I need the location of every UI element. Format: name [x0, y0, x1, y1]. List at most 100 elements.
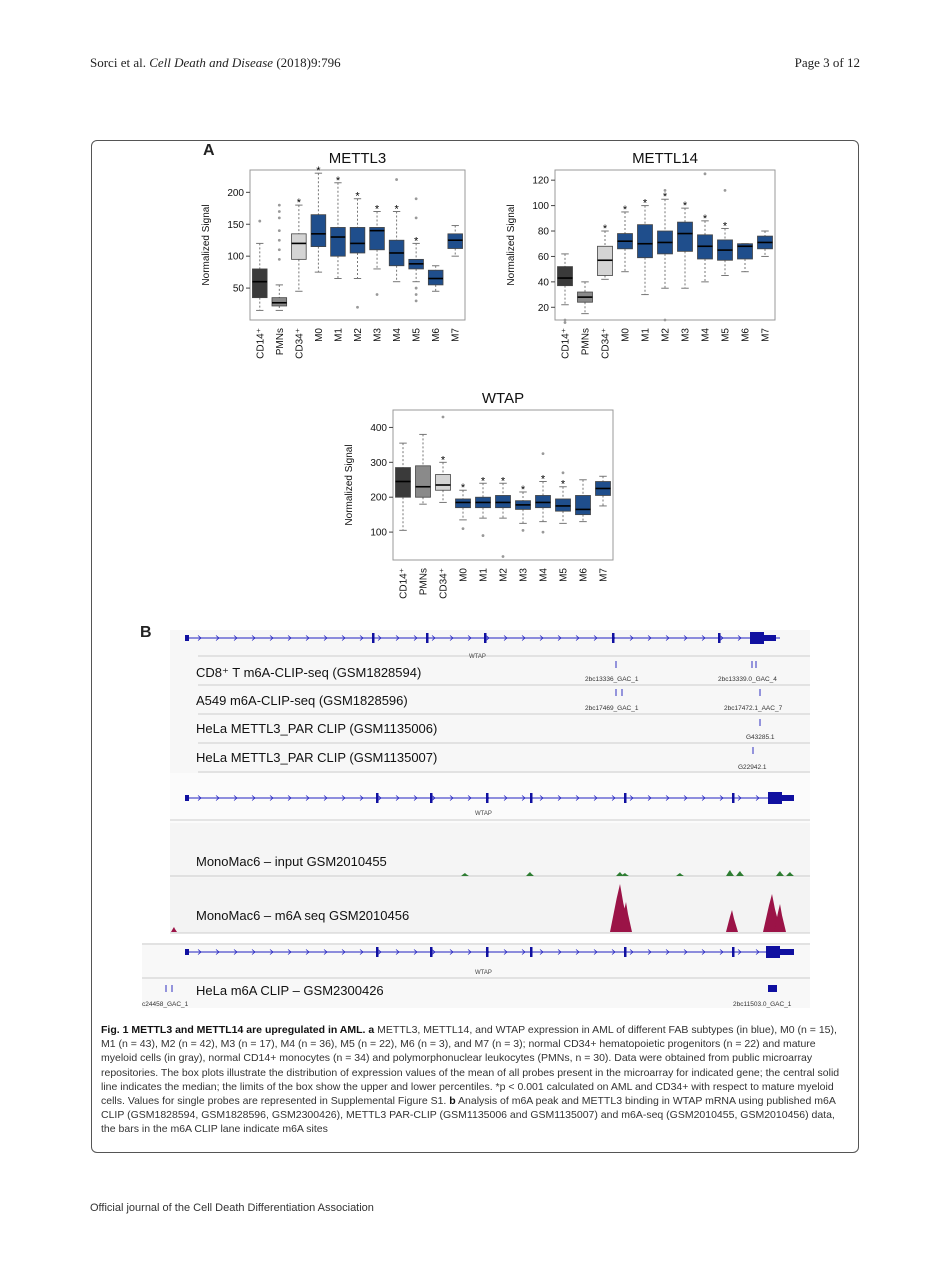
x-tick-label: M0 [621, 328, 632, 342]
strand-arrow [215, 949, 220, 955]
strand-arrow [323, 949, 328, 955]
exon [376, 793, 379, 803]
outlier-point [277, 257, 281, 261]
y-axis-label: Normalized Signal [201, 204, 212, 285]
box-body [330, 227, 346, 257]
strand-arrow [719, 795, 724, 801]
strand-arrow [701, 635, 706, 641]
y-tick-label: 80 [538, 227, 550, 238]
y-tick-label: 200 [370, 493, 387, 504]
exon [530, 793, 533, 803]
x-tick-label: M1 [333, 328, 344, 342]
chart-title: METTL14 [632, 150, 698, 167]
significance-star: * [297, 197, 302, 209]
significance-star: * [461, 482, 466, 494]
significance-star: * [703, 213, 708, 225]
running-header-left: Sorci et al. Cell Death and Disease (201… [90, 55, 341, 71]
utr-exon [782, 795, 794, 801]
box-M3: * [515, 484, 531, 532]
box-body [535, 495, 551, 509]
strand-arrow [449, 795, 454, 801]
y-tick-label: 100 [370, 528, 387, 539]
x-tick-label: CD34⁺ [294, 328, 305, 359]
x-tick-label: M5 [721, 328, 732, 342]
outlier-point [541, 452, 545, 456]
box-body [310, 214, 327, 247]
x-tick-label: M5 [559, 568, 570, 582]
strand-arrow [413, 795, 418, 801]
strand-arrow [557, 795, 562, 801]
strand-arrow [521, 949, 526, 955]
y-axis-label: Normalized Signal [344, 444, 355, 525]
box-M7 [447, 225, 463, 257]
exon [185, 795, 189, 801]
significance-star: * [316, 165, 321, 177]
strand-arrow [701, 795, 706, 801]
x-tick-label: M1 [641, 328, 652, 342]
outlier-point [277, 216, 281, 220]
strand-arrow [251, 635, 256, 641]
strand-arrow [269, 795, 274, 801]
significance-star: * [441, 454, 446, 466]
exon [624, 947, 627, 957]
signal-peak [676, 873, 684, 876]
genome-browser-tracks: 2bc13336_GAC_1 2bc13339.0_GAC_4 2bc17469… [142, 630, 810, 1008]
outlier-point [277, 229, 281, 233]
outlier-point [277, 203, 281, 207]
site-label-6: G22942.1 [738, 764, 767, 771]
exon [372, 633, 375, 643]
significance-star: * [643, 198, 648, 210]
box-body [637, 224, 653, 259]
strand-arrow [269, 635, 274, 641]
x-tick-label: M7 [761, 328, 772, 342]
strand-arrow [431, 635, 436, 641]
header-citation: (2018)9:796 [276, 55, 341, 70]
header-authors: Sorci et al. [90, 55, 146, 70]
strand-arrow [377, 949, 382, 955]
outlier-point [414, 197, 418, 201]
box-PMNs [271, 203, 288, 311]
strand-arrow [215, 795, 220, 801]
box-body [435, 474, 451, 491]
strand-arrow [593, 795, 598, 801]
strand-arrow [701, 949, 706, 955]
strand-arrow [503, 635, 508, 641]
strand-arrow [449, 949, 454, 955]
box-body [252, 268, 268, 299]
track-label-mm6-input: MonoMac6 – input GSM2010455 [196, 854, 387, 869]
exon [426, 633, 429, 643]
outlier-point [703, 172, 707, 176]
x-tick-label: M0 [459, 568, 470, 582]
site-label-1: 2bc13336_GAC_1 [585, 676, 639, 683]
x-tick-label: M4 [701, 328, 712, 342]
x-tick-label: M7 [451, 328, 462, 342]
strand-arrow [197, 635, 202, 641]
strand-arrow [449, 635, 454, 641]
strand-arrow [683, 949, 688, 955]
page-footer: Official journal of the Cell Death Diffe… [90, 1202, 374, 1214]
box-M7 [595, 475, 611, 507]
box-CD14⁺ [252, 219, 268, 311]
signal-peak [726, 870, 734, 876]
exon [185, 949, 189, 955]
strand-arrow [287, 635, 292, 641]
strand-arrow [305, 635, 310, 641]
strand-arrow [593, 949, 598, 955]
box-PMNs [577, 281, 593, 315]
strand-arrow [233, 795, 238, 801]
outlier-point [441, 415, 445, 419]
box-plot-mettl14: METTL14 Normalized Signal 20 40 60 80 100 120 CD… [506, 150, 776, 359]
box-body [427, 269, 444, 286]
panel-b-letter: B [140, 624, 152, 641]
strand-arrow [755, 949, 760, 955]
significance-star: * [603, 223, 608, 235]
box-M4: * [697, 172, 713, 283]
significance-star: * [375, 203, 380, 215]
x-tick-label: PMNs [419, 568, 430, 595]
hela-left-site-label: c24458_GAC_1 [142, 1001, 189, 1008]
exon [732, 793, 735, 803]
outlier-point [521, 528, 525, 532]
strand-arrow [557, 635, 562, 641]
x-tick-label: PMNs [581, 328, 592, 355]
exon [185, 635, 189, 641]
